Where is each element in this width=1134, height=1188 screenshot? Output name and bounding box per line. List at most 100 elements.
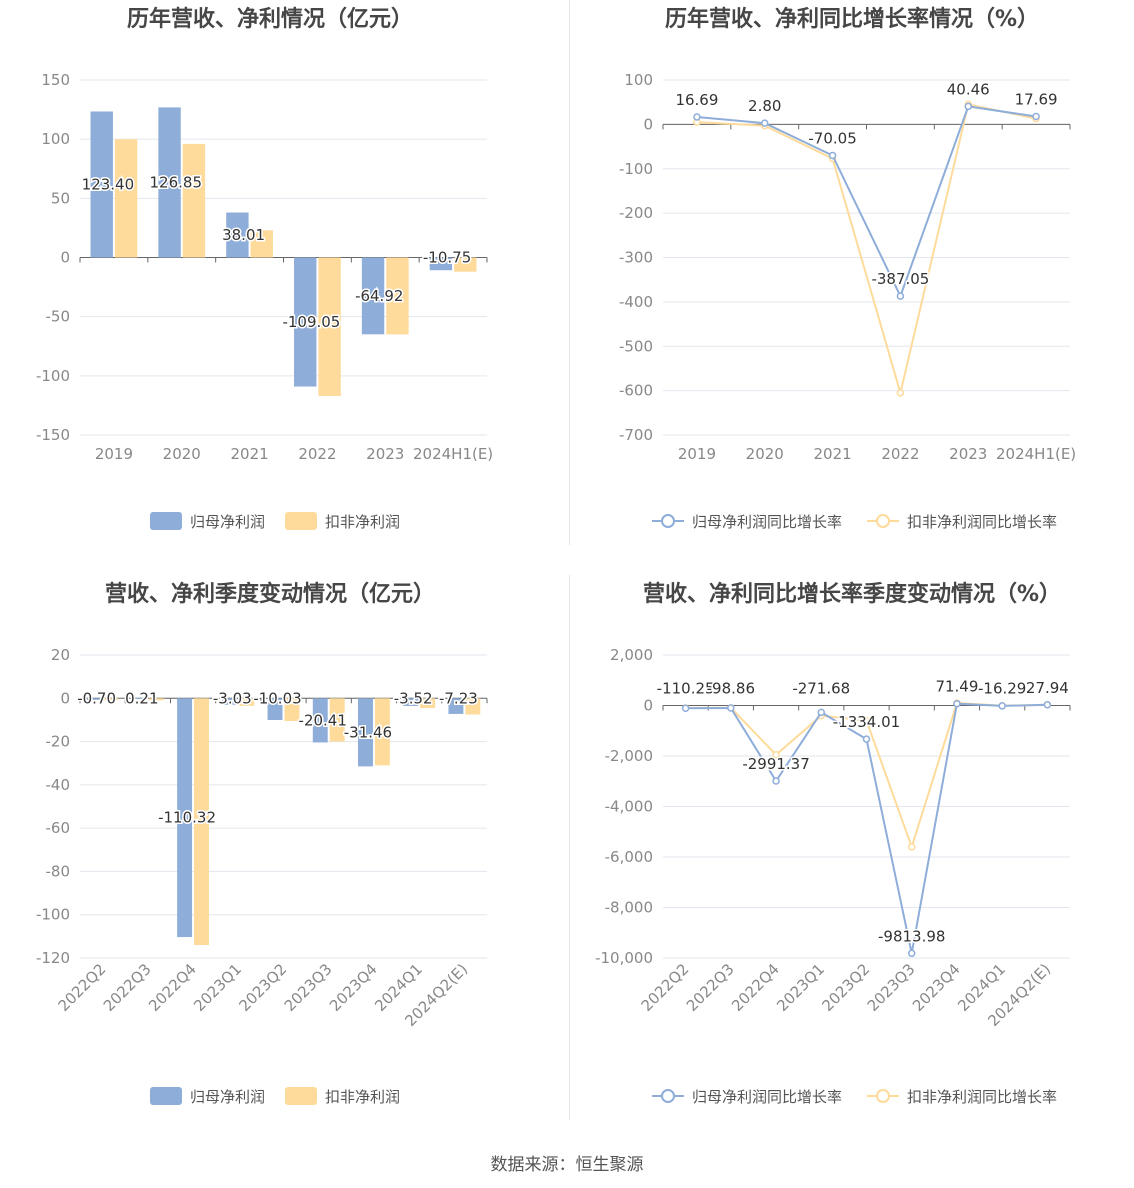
data-label: -2991.37: [742, 755, 809, 773]
data-label: -271.68: [792, 680, 850, 698]
bar-归母净利润: [361, 257, 385, 335]
legend-label: 扣非净利润: [325, 1088, 400, 1106]
y-tick-label: -2,000: [605, 747, 653, 765]
bar-扣非净利润: [103, 698, 119, 701]
point-归母净利润同比增长率: [896, 292, 905, 300]
bar-扣非净利润: [182, 143, 206, 258]
bar-扣非净利润: [386, 257, 409, 335]
bar-归母净利润: [294, 257, 317, 387]
data-label: 38.01: [222, 226, 265, 244]
point-归母净利润同比增长率: [998, 702, 1006, 710]
data-label: -1334.01: [833, 713, 900, 731]
bar-归母净利润: [358, 698, 373, 767]
y-tick-label: 0: [643, 115, 653, 133]
bar-归母净利润: [131, 697, 147, 699]
legend-label: 归母净利润: [190, 513, 265, 531]
x-tick-label: 2019: [678, 445, 716, 463]
x-tick-label: 2023Q4: [326, 960, 381, 1015]
y-tick-label: 0: [60, 249, 70, 267]
y-tick-label: -500: [619, 337, 653, 355]
data-label: -0.70: [77, 689, 116, 707]
y-tick-label: 20: [51, 646, 70, 664]
chart-annual-growth: 历年营收、净利同比增长率情况（%） 100 0 -100 -200 -300 -400 -50…: [567, 0, 1134, 575]
y-tick-label: -40: [46, 776, 71, 794]
x-tick-label: 2021: [813, 445, 851, 463]
legend-marker: [876, 1089, 890, 1103]
x-tick-label: 2023Q2: [819, 960, 874, 1015]
bar-归母净利润: [86, 698, 102, 700]
y-tick-label: -100: [36, 906, 70, 924]
point-归母净利润同比增长率: [681, 704, 690, 713]
legend-label: 扣非净利润: [325, 513, 400, 531]
chart-quarterly-growth-svg: 营收、净利同比增长率季度变动情况（%） 2,000 0 -2,000 -4,000 -6,…: [595, 581, 1071, 1106]
y-tick-label: -200: [619, 204, 653, 222]
point-归母净利润同比增长率: [953, 699, 961, 708]
chart-annual-growth-svg: 历年营收、净利同比增长率情况（%） 100 0 -100 -200 -300 -400 -50…: [619, 6, 1076, 531]
y-tick-label: -4,000: [605, 798, 653, 816]
bar-扣非净利润: [454, 257, 477, 272]
data-label: 126.85: [150, 173, 203, 191]
data-label: -31.46: [344, 723, 392, 741]
x-tick-label: 2022Q4: [145, 960, 200, 1015]
bar-归母净利润: [177, 698, 193, 938]
chart-title: 营收、净利季度变动情况（亿元）: [105, 581, 435, 607]
bar-扣非净利润: [194, 698, 209, 946]
x-tick-label: 2022: [881, 445, 919, 463]
x-tick-label: 2020: [746, 445, 784, 463]
data-label: -3.52: [394, 689, 433, 707]
point-归母净利润同比增长率: [964, 102, 972, 111]
data-label: -16.29: [978, 680, 1026, 698]
data-label: 27.94: [1026, 679, 1069, 697]
y-tick-label: 0: [60, 689, 70, 707]
x-tick-label: 2023Q3: [281, 960, 336, 1015]
bar-扣非净利润: [114, 139, 138, 258]
bar-归母净利润: [403, 698, 419, 706]
point-归母净利润同比增长率: [828, 151, 837, 160]
legend-marker: [876, 514, 890, 528]
bar-扣非净利润: [250, 230, 273, 258]
y-tick-label: -50: [46, 308, 71, 326]
x-tick-label: 2022: [298, 445, 336, 463]
bar-扣非净利润: [318, 257, 341, 396]
legend-swatch: [285, 512, 317, 530]
y-tick-label: -6,000: [605, 848, 653, 866]
data-label: 71.49: [935, 678, 978, 696]
data-label: -110.32: [158, 809, 216, 827]
chart-title: 营收、净利同比增长率季度变动情况（%）: [643, 581, 1061, 607]
y-tick-label: -100: [619, 160, 653, 178]
data-label: -64.92: [355, 287, 403, 305]
data-label: -20.41: [299, 711, 347, 729]
bar-扣非净利润: [239, 698, 255, 706]
x-tick-label: 2023: [366, 445, 404, 463]
bar-扣非净利润: [284, 698, 300, 722]
divider-bottom: [569, 575, 570, 1120]
legend-label: 扣非净利润同比增长率: [907, 513, 1057, 531]
line-扣非净利润同比增长率: [696, 103, 1037, 397]
point-归母净利润同比增长率: [817, 708, 826, 717]
bar-扣非净利润: [465, 698, 481, 715]
point-归母净利润同比增长率: [761, 119, 769, 127]
point-扣非净利润同比增长率: [907, 843, 916, 851]
y-tick-label: -300: [619, 249, 653, 267]
x-tick-label: 2023Q2: [236, 960, 291, 1015]
data-label: 40.46: [947, 80, 990, 98]
legend-label: 扣非净利润同比增长率: [907, 1088, 1057, 1106]
y-tick-label: -600: [619, 382, 653, 400]
y-tick-label: 0: [643, 697, 653, 715]
x-tick-label: 2021: [230, 445, 268, 463]
chart-quarterly-profit-svg: 营收、净利季度变动情况（亿元）200-20-40-60-80-100-12020…: [36, 581, 488, 1106]
x-tick-label: 2022Q4: [728, 960, 783, 1015]
data-label: -9813.98: [878, 927, 945, 945]
data-label: 2.80: [748, 97, 781, 115]
y-tick-label: 2,000: [610, 646, 653, 664]
data-label: -7.23: [439, 689, 478, 707]
x-tick-label: 2023Q3: [864, 960, 919, 1015]
bar-归母净利润: [429, 257, 453, 271]
y-tick-label: -60: [46, 819, 71, 837]
legend-swatch: [150, 512, 182, 530]
x-tick-label: 2022Q2: [55, 960, 110, 1015]
x-tick-label: 2024H1(E): [996, 445, 1076, 463]
data-label: 123.40: [82, 175, 135, 193]
legend-swatch: [150, 1087, 182, 1105]
bar-扣非净利润: [420, 698, 436, 709]
